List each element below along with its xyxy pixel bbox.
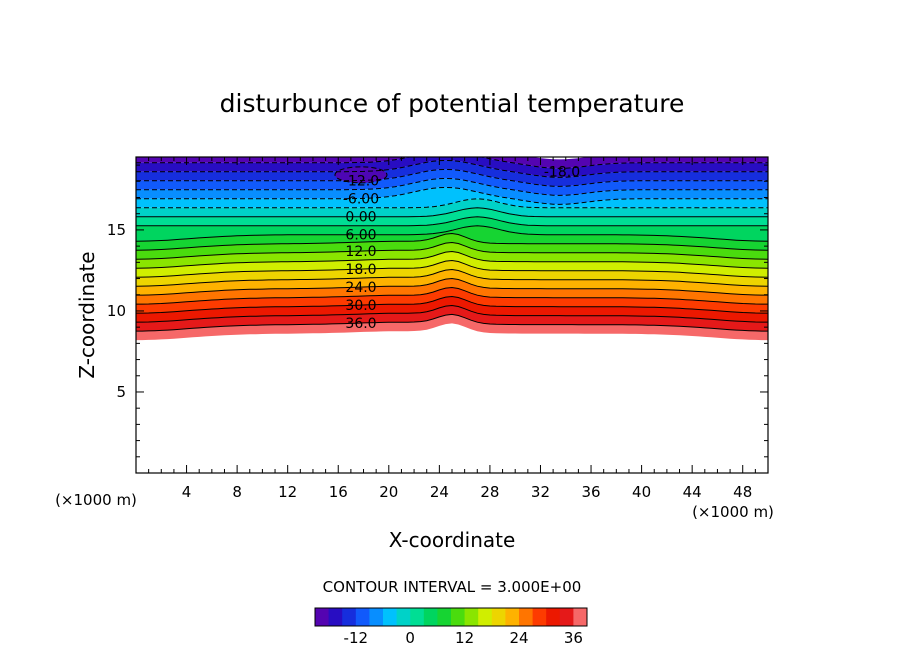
contour-line [136, 304, 768, 323]
contour-band [136, 169, 768, 196]
contour-band [136, 198, 768, 217]
colorbar-swatch [437, 608, 452, 626]
colorbar-tick-label: 0 [405, 629, 415, 647]
colorbar-swatch [423, 608, 438, 626]
contour-line [136, 268, 768, 287]
contour-label: 24.0 [345, 280, 376, 296]
colorbar-swatch [573, 608, 588, 626]
contour-line [136, 259, 768, 278]
colorbar-tick-label: 36 [564, 629, 583, 647]
x-tick-label: 8 [232, 483, 242, 501]
y-axis-label: Z-coordinate [75, 251, 99, 378]
contour-band [136, 216, 768, 242]
colorbar-swatch [451, 608, 465, 626]
contour-label: 12.0 [345, 244, 376, 260]
contour-line [136, 295, 768, 314]
contour-line [136, 313, 768, 332]
colorbar-swatch [491, 608, 506, 626]
contour-label: 36.0 [345, 316, 376, 332]
colorbar-swatch [342, 608, 357, 626]
colorbar-swatch [464, 608, 479, 626]
contour-line [136, 207, 768, 218]
contour-label: -12.0 [343, 173, 379, 189]
colorbar [314, 607, 588, 627]
colorbar-tick-label: -12 [344, 629, 369, 647]
contour-line [136, 232, 768, 251]
x-tick-label: 44 [683, 483, 702, 501]
colorbar-swatch [410, 608, 425, 626]
contour-line [136, 186, 768, 205]
colorbar-ticks: -12 0 12 24 36 [344, 629, 583, 647]
colorbar-tick-label: 24 [509, 629, 528, 647]
colorbar-swatch [355, 608, 370, 626]
contour-label: 0.00 [345, 210, 376, 226]
colorbar-swatch [505, 608, 520, 626]
z-unit-label: (×1000 m) [55, 491, 137, 509]
colorbar-tick-label: 12 [455, 629, 474, 647]
x-tick-label: 48 [733, 483, 752, 501]
x-tick-label: 24 [430, 483, 449, 501]
colorbar-swatch [559, 608, 574, 626]
x-unit-label: (×1000 m) [692, 503, 774, 521]
colorbar-swatch [396, 608, 411, 626]
colorbar-swatch [328, 608, 343, 626]
x-tick-label: 12 [278, 483, 297, 501]
x-tick-label: 32 [531, 483, 550, 501]
contour-band [136, 178, 768, 205]
y-tick-label: 15 [107, 221, 126, 239]
contour-band [136, 207, 768, 226]
colorbar-swatch [369, 608, 384, 626]
x-tick-label: 28 [480, 483, 499, 501]
colorbar-swatch [519, 608, 533, 626]
colorbar-swatch [315, 608, 329, 626]
contour-band [136, 160, 768, 187]
contour-band [136, 157, 768, 169]
contour-line [136, 277, 768, 296]
contour-line [136, 250, 768, 269]
contour-line [136, 216, 768, 227]
contour-label: 6.00 [345, 228, 376, 244]
contour-line [136, 225, 768, 242]
contour-band [136, 314, 768, 341]
contour-line [136, 198, 768, 209]
x-tick-label: 36 [581, 483, 600, 501]
chart-title: disturbunce of potential temperature [220, 89, 685, 118]
colorbar-swatch [478, 608, 493, 626]
colorbar-swatch [532, 608, 547, 626]
x-tick-label: 4 [182, 483, 192, 501]
y-axis: 5 10 15 [107, 164, 768, 458]
contour-label: -6.00 [343, 191, 379, 207]
x-tick-label: 40 [632, 483, 651, 501]
x-axis: 4 8 12 16 20 24 28 32 36 40 44 48 [148, 157, 756, 501]
y-tick-label: 5 [116, 383, 126, 401]
contour-label: -18.0 [544, 165, 580, 181]
contour-line [136, 157, 768, 169]
contour-band [136, 187, 768, 208]
contour-lines [136, 157, 768, 332]
contour-line [136, 168, 768, 187]
contour-line [136, 241, 768, 260]
y-tick-label: 10 [107, 302, 126, 320]
contour-line [136, 286, 768, 305]
contour-label: 30.0 [345, 298, 376, 314]
colorbar-swatch [383, 608, 397, 626]
contour-label: 18.0 [345, 262, 376, 278]
contour-line [136, 177, 768, 196]
x-axis-label: X-coordinate [389, 528, 516, 552]
colorbar-swatch [546, 608, 561, 626]
contour-cell [334, 166, 388, 184]
x-tick-label: 16 [329, 483, 348, 501]
contour-interval-text: CONTOUR INTERVAL = 3.000E+00 [323, 578, 582, 596]
x-tick-label: 20 [379, 483, 398, 501]
